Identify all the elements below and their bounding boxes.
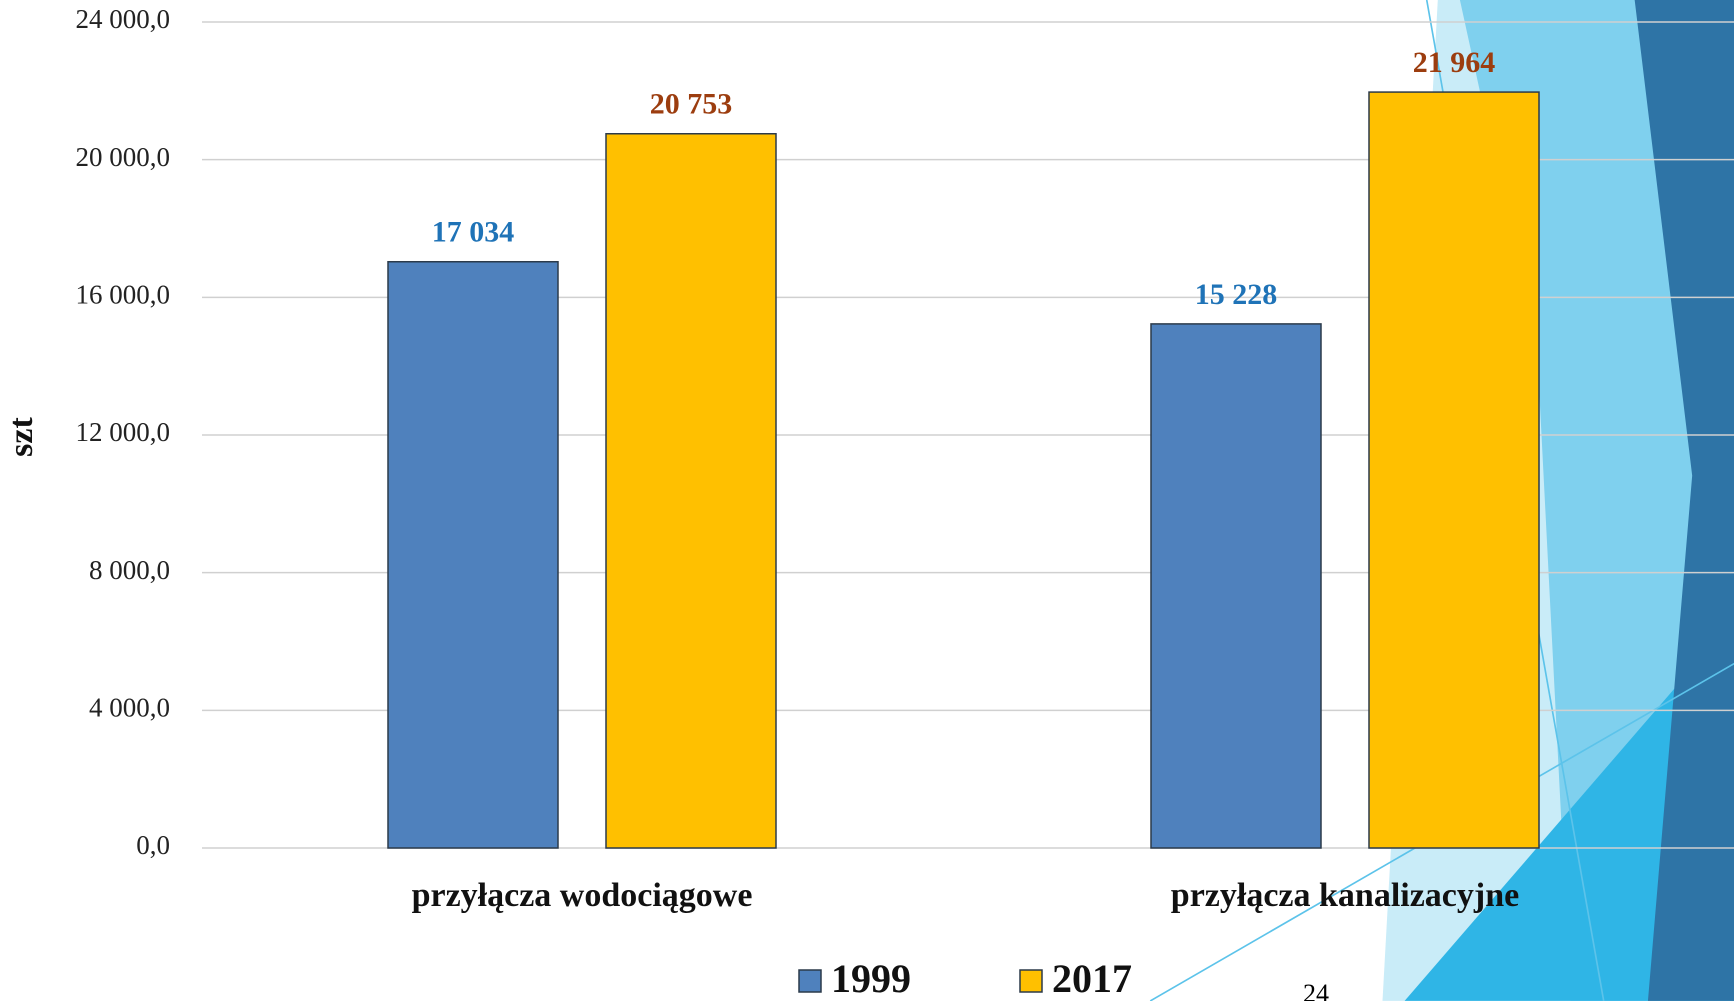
y-tick-label: 24 000,0 [76,4,171,34]
legend-swatch [1020,970,1042,992]
y-tick-label: 8 000,0 [89,555,170,585]
y-tick-label: 16 000,0 [76,280,171,310]
value-label: 20 753 [650,88,733,121]
x-tick-label: przyłącza kanalizacyjne [1171,877,1519,914]
value-label: 17 034 [432,216,515,249]
y-tick-label: 12 000,0 [76,417,171,447]
legend-label: 1999 [831,956,911,1001]
y-tick-label: 0,0 [136,830,170,860]
bar [388,262,558,848]
y-tick-label: 4 000,0 [89,693,170,723]
bar [1151,324,1321,848]
bar [606,134,776,848]
legend-swatch [799,970,821,992]
legend-label: 2017 [1052,956,1132,1001]
value-label: 15 228 [1195,278,1278,311]
bar [1369,92,1539,848]
x-tick-label: przyłącza wodociągowe [412,877,753,914]
page-number: 24 [1303,979,1329,1001]
y-tick-label: 20 000,0 [76,142,171,172]
value-label: 21 964 [1413,46,1496,79]
chart: szt 24 0,0 4 000,0 8 000,0 12 000,0 16 000,0… [0,0,1734,1001]
y-axis-label: szt [3,417,40,457]
